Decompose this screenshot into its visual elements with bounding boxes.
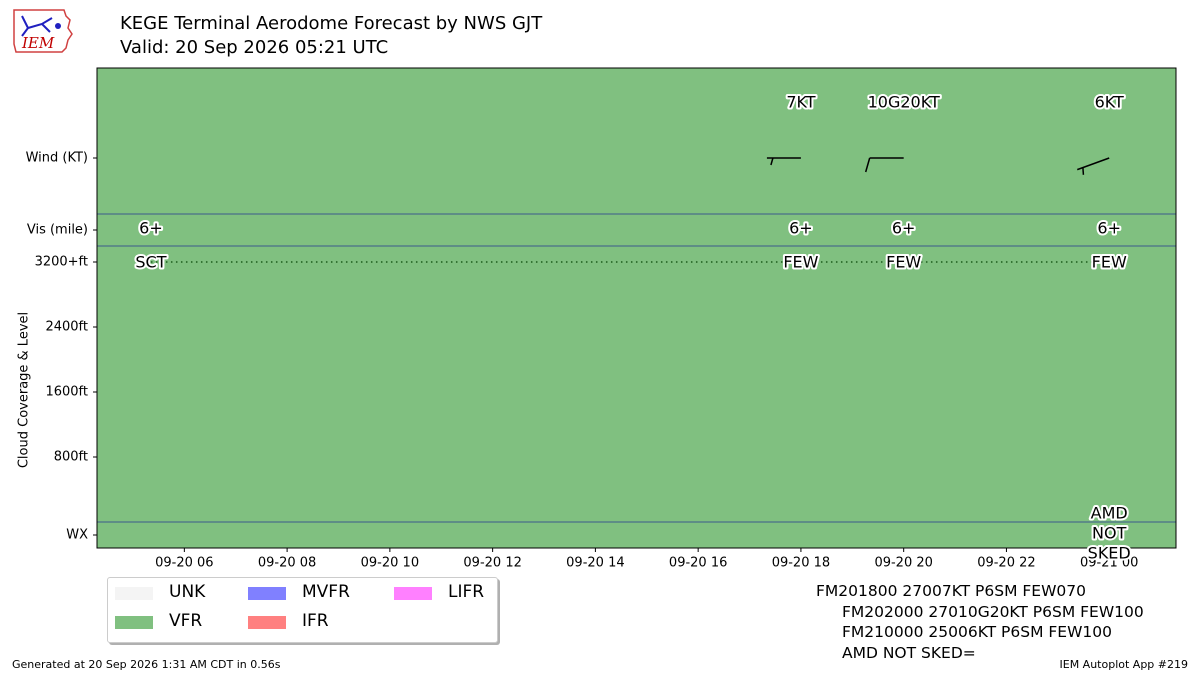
legend-label: LIFR	[448, 582, 485, 602]
y-tick-label: Wind (KT)	[26, 151, 88, 166]
wind-label: 6KT	[1095, 93, 1124, 112]
taf-line: FM202000 27010G20KT P6SM FEW100	[842, 602, 1144, 621]
page-subtitle: Valid: 20 Sep 2026 05:21 UTC	[120, 37, 389, 58]
vis-label: 6+	[1097, 219, 1121, 238]
cloud-label: FEW	[783, 253, 818, 272]
legend-label: MVFR	[302, 582, 350, 602]
x-tick-label: 09-20 16	[669, 556, 727, 571]
x-tick-label: 09-20 10	[361, 556, 419, 571]
taf-line: FM210000 25006KT P6SM FEW100	[842, 623, 1113, 641]
vis-label: 6+	[892, 219, 916, 238]
y-tick-label: WX	[66, 528, 88, 543]
legend: UNK VFR MVFR IFR LIFR	[107, 577, 498, 643]
cloud-label: SCT	[135, 253, 166, 272]
x-tick-label: 09-20 06	[155, 556, 213, 571]
iem-logo: IEM	[13, 9, 73, 53]
wx-label: AMD	[1091, 504, 1128, 523]
y-tick-label: Vis (mile)	[27, 223, 88, 238]
cloud-label: FEW	[1092, 253, 1127, 272]
y-axis-title: Cloud Coverage & Level	[17, 312, 32, 468]
legend-swatch-vfr	[115, 616, 153, 629]
raw-taf-text: FM201800 27007KT P6SM FEW070 FM202000 27…	[816, 581, 1144, 663]
wind-label: 7KT	[786, 93, 815, 112]
plot-background	[97, 68, 1176, 548]
wind-label: 10G20KT	[868, 93, 940, 112]
y-tick-label: 3200+ft	[35, 255, 88, 270]
legend-swatch-lifr	[394, 587, 432, 600]
wind-barb	[1076, 157, 1110, 175]
y-tick-label: 1600ft	[45, 385, 88, 400]
footer-app: IEM Autoplot App #219	[1059, 658, 1189, 671]
wind-barb	[766, 157, 801, 166]
x-tick-label: 09-20 22	[977, 556, 1035, 571]
legend-swatch-unk	[115, 587, 153, 600]
x-tick-label: 09-21 00	[1080, 556, 1138, 571]
x-tick-label: 09-20 18	[772, 556, 830, 571]
y-tick-label: 800ft	[54, 450, 88, 465]
page-title: KEGE Terminal Aerodome Forecast by NWS G…	[120, 13, 543, 34]
wx-label: SKED	[1088, 544, 1131, 563]
x-tick-label: 09-20 12	[463, 556, 521, 571]
taf-line: AMD NOT SKED=	[842, 643, 976, 662]
legend-label: IFR	[302, 611, 329, 631]
y-tick-label: 2400ft	[45, 320, 88, 335]
cloud-label: FEW	[886, 253, 921, 272]
taf-line: FM201800 27007KT P6SM FEW070	[816, 582, 1087, 600]
svg-text:IEM: IEM	[21, 34, 55, 52]
vis-label: 6+	[789, 219, 813, 238]
vis-label: 6+	[139, 219, 163, 238]
wx-label: NOT	[1092, 524, 1127, 543]
legend-label: VFR	[169, 611, 203, 631]
wind-barb	[864, 157, 904, 173]
legend-swatch-ifr	[248, 616, 286, 629]
x-tick-label: 09-20 20	[874, 556, 932, 571]
x-tick-label: 09-20 14	[566, 556, 624, 571]
legend-swatch-mvfr	[248, 587, 286, 600]
legend-label: UNK	[169, 582, 206, 602]
plot-frame	[96, 67, 1177, 549]
footer-generated: Generated at 20 Sep 2026 1:31 AM CDT in …	[12, 658, 281, 671]
x-tick-label: 09-20 08	[258, 556, 316, 571]
